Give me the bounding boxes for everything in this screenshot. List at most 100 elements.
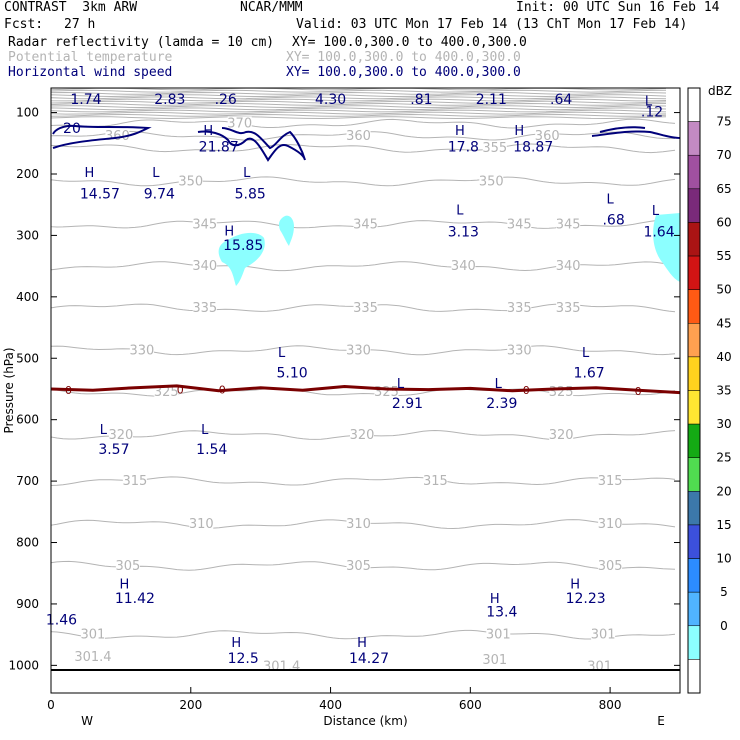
x-tick-label: 200 xyxy=(179,698,202,712)
theta-label-bg xyxy=(108,428,133,443)
fcst-value: 27 h xyxy=(64,17,96,32)
theta-contour xyxy=(50,176,676,187)
theta-contour-label: 335 xyxy=(353,301,378,316)
colorbar-level-label: 20 xyxy=(716,484,731,498)
theta-upper-line xyxy=(50,107,667,111)
model-title: CONTRAST 3km ARW xyxy=(4,0,138,15)
theta-label-bg xyxy=(122,474,147,489)
high-low-marker: L xyxy=(606,193,614,208)
colorbar-level-label: 0 xyxy=(720,619,728,633)
x-tick-label: 600 xyxy=(459,698,482,712)
theta-label-bg xyxy=(507,343,532,358)
theta-contour-label: 350 xyxy=(178,174,203,189)
colorbar-swatch xyxy=(687,558,701,593)
theta-contour-label: 360 xyxy=(105,129,130,144)
wind-speed-label: 14.57 xyxy=(80,187,120,203)
wind-speed-label: 14.27 xyxy=(349,651,389,667)
theta-contour-label: 301 xyxy=(486,628,511,643)
colorbar-swatch xyxy=(687,289,701,324)
theta-contour xyxy=(50,118,676,129)
theta-label-bg xyxy=(154,385,179,400)
colorbar-level-label: 25 xyxy=(716,451,731,465)
colorbar-level-label: 60 xyxy=(716,215,731,229)
theta-upper-line xyxy=(50,109,667,113)
colorbar-swatch xyxy=(687,188,701,223)
theta-contour-label: 345 xyxy=(353,217,378,232)
high-low-marker: L xyxy=(652,204,660,219)
wind-speed-label: 12.5 xyxy=(228,651,259,667)
x-tick-label: 800 xyxy=(599,698,622,712)
high-low-marker: H xyxy=(514,124,524,139)
theta-label-bg xyxy=(189,517,214,532)
theta-label-bg xyxy=(598,558,623,573)
theta-label-bg xyxy=(346,517,371,532)
theta-contour-label: 335 xyxy=(192,301,217,316)
high-low-marker: H xyxy=(203,124,213,139)
x-axis-label: Distance (km) xyxy=(323,714,407,728)
theta-upper-line xyxy=(50,102,667,106)
theta-label-bg xyxy=(353,217,378,232)
theta-upper-line xyxy=(50,96,667,100)
y-tick-label: 500 xyxy=(16,351,39,365)
theta-contour-label: 320 xyxy=(108,428,133,443)
theta-contour-label: 330 xyxy=(346,343,371,358)
colorbar-swatch xyxy=(687,524,701,559)
theta-contour-label: 325 xyxy=(154,385,179,400)
high-low-marker: L xyxy=(152,166,160,181)
theta-contour-label: 320 xyxy=(549,428,574,443)
theta-min-label: 301.4 xyxy=(74,650,111,665)
x-end-label-east: E xyxy=(657,714,665,728)
colorbar-level-label: 45 xyxy=(716,316,731,330)
y-tick-label: 400 xyxy=(16,290,39,304)
field-name-theta: Potential temperature xyxy=(8,50,173,65)
wind-speed-label: .12 xyxy=(641,104,663,120)
theta-contour-label: 330 xyxy=(129,343,154,358)
theta-label-bg xyxy=(129,343,154,358)
theta-contour-label: 315 xyxy=(122,474,147,489)
theta-contour-label: 315 xyxy=(598,474,623,489)
colorbar-swatch xyxy=(687,356,701,391)
theta-upper-line xyxy=(50,98,667,102)
theta-label-bg xyxy=(486,627,511,642)
theta-contour-label: 301 xyxy=(81,628,106,643)
theta-label-bg xyxy=(350,428,375,443)
wind-speed-label: 5.10 xyxy=(277,365,308,381)
theta-label-bg xyxy=(353,300,378,315)
colorbar-level-label: 50 xyxy=(716,283,731,297)
theta-upper-line xyxy=(50,111,667,115)
theta-upper-line xyxy=(50,105,667,109)
theta-label-bg xyxy=(346,558,371,573)
theta-label-bg xyxy=(507,300,532,315)
theta-label-bg xyxy=(346,343,371,358)
theta-contour-label: 355 xyxy=(482,141,507,156)
theta-contour-label: 345 xyxy=(507,217,532,232)
theta-label-bg xyxy=(451,259,476,274)
y-tick-label: 900 xyxy=(16,597,39,611)
wind-speed-label: 9.74 xyxy=(144,187,175,203)
wind-speed-label: 4.30 xyxy=(315,92,346,108)
high-low-marker: L xyxy=(278,346,286,361)
wind-speed-label: .81 xyxy=(410,92,432,108)
y-tick-label: 700 xyxy=(16,474,39,488)
theta-label-bg xyxy=(192,259,217,274)
high-low-marker: L xyxy=(645,94,653,109)
theta-label-bg xyxy=(556,217,581,232)
fcst-label: Fcst: xyxy=(4,17,44,32)
valid-time: Valid: 03 UTC Mon 17 Feb 14 (13 ChT Mon … xyxy=(296,17,688,32)
wind-speed-label: 3.57 xyxy=(98,442,129,458)
theta-contour-label: 335 xyxy=(556,301,581,316)
theta-label-bg xyxy=(556,300,581,315)
theta-label-bg xyxy=(598,517,623,532)
colorbar-level-label: 30 xyxy=(716,417,731,431)
theta-upper-line xyxy=(50,116,667,120)
high-low-marker: L xyxy=(201,423,209,438)
colorbar-swatch xyxy=(687,255,701,290)
theta-label-bg xyxy=(482,141,507,156)
theta-label-bg xyxy=(192,217,217,232)
theta-contour-label: 350 xyxy=(479,174,504,189)
theta-contour-label: 310 xyxy=(189,517,214,532)
theta-label-bg xyxy=(507,217,532,232)
freezing-level-line xyxy=(50,384,681,395)
colorbar-swatch xyxy=(687,625,701,660)
wind-contour xyxy=(52,124,152,149)
